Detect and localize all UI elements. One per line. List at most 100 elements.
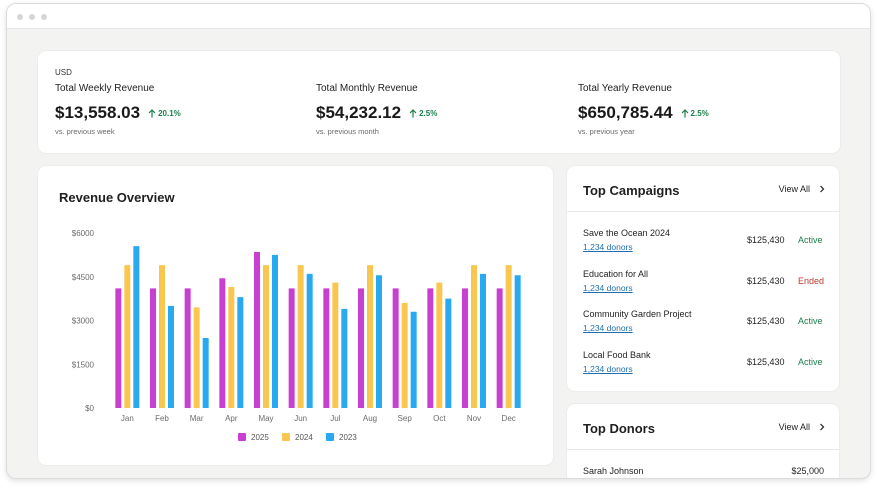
bar-2024-oct	[436, 282, 443, 408]
x-tick-label: Nov	[467, 414, 481, 423]
window-dot-icon[interactable]	[17, 14, 23, 20]
x-tick-label: Dec	[502, 414, 516, 423]
legend-swatch-2023	[326, 433, 334, 441]
campaign-amount: $125,430	[747, 357, 785, 367]
donor-amount: $25,000	[791, 466, 824, 476]
bar-2023-jan	[133, 246, 140, 408]
window-titlebar	[7, 4, 870, 29]
campaign-row[interactable]: Save the Ocean 2024 1,234 donors $125,43…	[583, 228, 824, 258]
bar-2025-may	[254, 251, 260, 408]
legend-swatch-2025	[238, 433, 246, 441]
campaign-status: Active	[798, 357, 823, 367]
x-tick-label: Jun	[294, 414, 307, 423]
arrow-up-icon	[148, 109, 156, 118]
bar-2024-sep	[401, 303, 408, 408]
campaign-row[interactable]: Community Garden Project 1,234 donors $1…	[583, 309, 824, 339]
bar-2025-oct	[427, 288, 434, 408]
bar-2025-jan	[115, 288, 122, 408]
legend-label: 2025	[251, 433, 269, 442]
view-all-campaigns-button[interactable]: View All	[779, 184, 825, 194]
chevron-right-icon	[820, 423, 825, 431]
top-donors-card: Top Donors View All Sarah Johnson $25,00…	[567, 404, 839, 478]
stat-label: Total Yearly Revenue	[578, 83, 672, 94]
campaign-amount: $125,430	[747, 316, 785, 326]
campaign-row[interactable]: Local Food Bank 1,234 donors $125,430 Ac…	[583, 350, 824, 380]
campaign-name: Save the Ocean 2024	[583, 228, 671, 238]
bar-2025-jul	[323, 288, 330, 408]
bar-2023-sep	[410, 311, 417, 408]
panel-header: Top Campaigns View All	[567, 166, 839, 212]
bar-2024-jul	[332, 282, 339, 408]
stat-change-value: 20.1%	[158, 109, 181, 118]
stat-value: $13,558.03	[55, 103, 141, 122]
bar-2025-apr	[219, 278, 226, 408]
panel-title: Top Donors	[583, 421, 655, 436]
campaign-status: Active	[798, 235, 823, 245]
stat-value: $54,232.12	[316, 103, 402, 122]
bar-2024-jan	[124, 265, 131, 408]
bar-2025-sep	[392, 288, 399, 408]
y-tick-label: $3000	[72, 317, 95, 326]
stat-change: 2.5%	[409, 109, 437, 118]
stat-change: 20.1%	[148, 109, 181, 118]
chart-title: Revenue Overview	[59, 190, 175, 205]
campaign-name: Local Food Bank	[583, 350, 651, 360]
legend-label: 2023	[339, 433, 357, 442]
legend-swatch-2024	[282, 433, 290, 441]
bar-2023-jun	[306, 273, 313, 408]
bar-2024-aug	[367, 265, 373, 408]
bar-2024-apr	[228, 286, 235, 408]
weekly-revenue-stat: Total Weekly Revenue $13,558.03 20.1% vs…	[55, 83, 181, 136]
view-all-donors-button[interactable]: View All	[779, 422, 825, 432]
x-tick-label: Jan	[121, 414, 134, 423]
campaign-donors-link[interactable]: 1,234 donors	[583, 283, 633, 293]
campaign-row[interactable]: Education for All 1,234 donors $125,430 …	[583, 269, 824, 299]
campaign-donors-link[interactable]: 1,234 donors	[583, 323, 633, 333]
bar-2025-mar	[184, 288, 191, 408]
stat-change-value: 2.5%	[690, 109, 709, 118]
bar-2024-mar	[193, 307, 200, 408]
stat-label: Total Monthly Revenue	[316, 83, 418, 94]
bar-2024-jun	[297, 265, 304, 408]
chevron-right-icon	[820, 185, 825, 193]
campaign-name: Education for All	[583, 269, 649, 279]
stat-subtext: vs. previous week	[55, 127, 115, 136]
campaign-amount: $125,430	[747, 235, 785, 245]
x-tick-label: Mar	[190, 414, 204, 423]
panel-title: Top Campaigns	[583, 183, 680, 198]
bar-2024-dec	[505, 265, 512, 408]
campaign-donors-link[interactable]: 1,234 donors	[583, 364, 633, 374]
bar-2024-feb	[159, 265, 165, 408]
bar-2025-dec	[496, 288, 503, 408]
top-campaigns-card: Top Campaigns View All Save the Ocean 20…	[567, 166, 839, 391]
x-tick-label: Jul	[330, 414, 340, 423]
arrow-up-icon	[681, 109, 688, 118]
arrow-up-icon	[409, 109, 417, 118]
bar-2025-aug	[358, 288, 364, 408]
campaign-amount: $125,430	[747, 276, 785, 286]
window-dot-icon[interactable]	[41, 14, 47, 20]
x-tick-label: May	[258, 414, 273, 423]
bar-2024-may	[263, 265, 269, 408]
window-dot-icon[interactable]	[29, 14, 35, 20]
campaign-name: Community Garden Project	[583, 309, 692, 319]
bar-2024-nov	[471, 265, 477, 408]
bar-2025-feb	[150, 288, 156, 408]
stat-change: 2.5%	[681, 109, 709, 118]
view-all-label: View All	[778, 422, 810, 432]
bar-2023-aug	[376, 275, 382, 408]
bar-2023-dec	[514, 275, 521, 408]
donor-name: Sarah Johnson	[583, 466, 644, 476]
campaign-donors-link[interactable]: 1,234 donors	[583, 242, 633, 252]
monthly-revenue-stat: Total Monthly Revenue $54,232.12 2.5% vs…	[316, 83, 437, 136]
revenue-summary-card: USD Total Weekly Revenue $13,558.03 20.1…	[38, 51, 840, 153]
bar-2023-nov	[480, 273, 486, 408]
x-tick-label: Oct	[433, 414, 446, 423]
bar-2023-apr	[237, 297, 244, 408]
y-tick-label: $0	[85, 404, 94, 413]
y-tick-label: $1500	[72, 360, 95, 369]
y-tick-label: $6000	[72, 229, 95, 238]
bar-2023-may	[272, 254, 278, 408]
bar-2023-mar	[202, 338, 209, 408]
campaign-status: Active	[798, 316, 823, 326]
